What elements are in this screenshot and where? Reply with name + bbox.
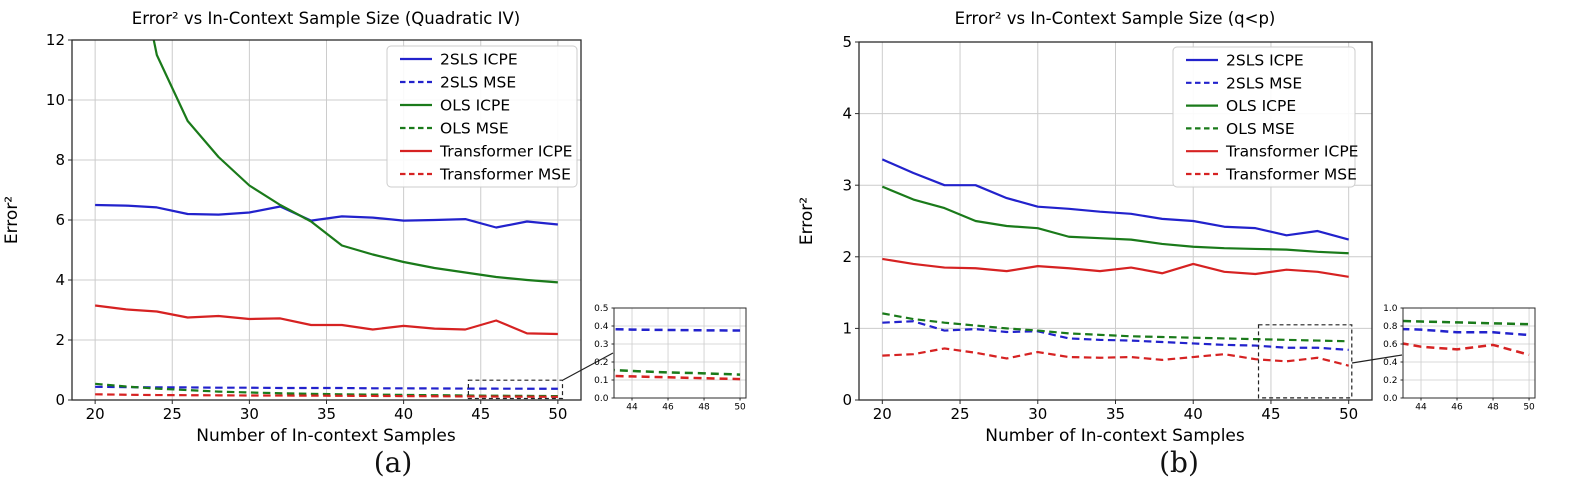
series-line-ols-icpe: [881, 185, 1349, 255]
zoom-region-rect: [1257, 324, 1353, 399]
y-tick-label: 4: [55, 271, 65, 289]
series-line-transformer-icpe: [882, 257, 1349, 278]
y-axis-label: Error²: [797, 197, 817, 245]
legend-label-ols-mse: OLS MSE: [1226, 120, 1295, 138]
series-line-2sls-mse: [95, 385, 558, 390]
x-tick-label: 46: [1451, 403, 1463, 413]
y-tick-label: 10: [46, 91, 65, 109]
x-tick-label: 50: [1523, 403, 1535, 413]
legend-label-transformer-icpe: Transformer ICPE: [1225, 143, 1358, 161]
y-tick-label: 0: [55, 391, 65, 409]
x-tick-label: 50: [548, 405, 567, 423]
series-line-ols-mse: [1403, 319, 1530, 326]
legend-box: [1172, 46, 1356, 188]
x-tick-label: 30: [1028, 405, 1047, 423]
y-tick-label: 1: [842, 320, 852, 338]
series-line-2sls-icpe: [95, 203, 558, 229]
series-line-transformer-mse: [95, 393, 558, 398]
inset-plot-area: [614, 327, 741, 381]
legend-label-2sls-mse: 2SLS MSE: [440, 74, 516, 92]
x-tick-label: 30: [240, 405, 259, 423]
series-line-transformer-mse: [882, 347, 1349, 367]
x-tick-label: 44: [626, 403, 638, 413]
x-tick-label: 35: [1106, 405, 1125, 423]
x-tick-label: 48: [698, 403, 710, 413]
y-axis-label: Error²: [2, 196, 22, 244]
series-line-2sls-mse: [882, 320, 1349, 351]
y-tick-label: 0.5: [594, 304, 608, 314]
y-tick-label: 0.2: [594, 358, 608, 368]
legend-label-2sls-icpe: 2SLS ICPE: [440, 51, 518, 69]
legend-label-ols-icpe: OLS ICPE: [440, 97, 510, 115]
x-tick-label: 48: [1487, 403, 1499, 413]
y-tick-label: 6: [55, 211, 65, 229]
chart-title: Error² vs In-Context Sample Size (q<p): [955, 9, 1276, 28]
legend: 2SLS ICPE 2SLS MSE OLS ICPE OLS MSE Transfor…: [1172, 46, 1358, 188]
y-tick-label: 4: [842, 105, 852, 123]
y-tick-label: 3: [842, 176, 852, 194]
y-tick-label: 0: [842, 391, 852, 409]
axes-spines: [613, 307, 747, 399]
y-tick-label: 2: [842, 248, 852, 266]
series-line-ols-mse: [882, 312, 1349, 343]
inset-connector-line: [1351, 354, 1403, 364]
legend: 2SLS ICPE 2SLS MSE OLS ICPE OLS MSE Transfor…: [386, 45, 578, 188]
y-tick-label: 0.0: [594, 394, 609, 404]
x-tick-label: 46: [662, 403, 674, 413]
x-tick-label: 40: [1184, 405, 1203, 423]
x-tick-label: 40: [394, 405, 413, 423]
legend-label-ols-mse: OLS MSE: [440, 120, 509, 138]
legend-box: [386, 45, 578, 188]
legend-label-transformer-icpe: Transformer ICPE: [439, 143, 572, 161]
y-tick-label: 1.0: [1383, 304, 1398, 314]
x-tick-label: 35: [317, 405, 336, 423]
x-tick-label: 20: [873, 405, 892, 423]
y-tick-label: 2: [55, 331, 65, 349]
x-tick-label: 25: [950, 405, 969, 423]
y-tick-label: 0.0: [1383, 394, 1398, 404]
x-tick-label: 44: [1415, 403, 1427, 413]
y-tick-label: 8: [55, 151, 65, 169]
legend-label-transformer-mse: Transformer MSE: [439, 166, 571, 184]
chart-title: Error² vs In-Context Sample Size (Quadra…: [132, 9, 520, 28]
y-tick-label: 0.3: [594, 340, 608, 350]
y-tick-label: 0.1: [594, 376, 608, 386]
x-tick-label: 50: [734, 403, 746, 413]
legend-label-2sls-mse: 2SLS MSE: [1226, 74, 1302, 92]
series-line-ols-icpe: [152, 40, 558, 284]
y-tick-label: 0.2: [1383, 376, 1397, 386]
legend-label-ols-icpe: OLS ICPE: [1226, 97, 1296, 115]
y-tick-label: 5: [842, 33, 852, 51]
series-line-transformer-icpe: [94, 304, 558, 336]
subfigure-caption-b: (b): [1159, 446, 1199, 479]
x-axis-label: Number of In-context Samples: [196, 426, 456, 446]
series-line-2sls-mse: [1403, 327, 1530, 337]
plot-area: [881, 158, 1349, 367]
x-tick-label: 45: [471, 405, 490, 423]
x-axis-label: Number of In-context Samples: [985, 426, 1245, 446]
x-tick-label: 45: [1261, 405, 1280, 423]
inset-connector-line: [562, 352, 614, 381]
y-tick-label: 0.4: [1383, 358, 1398, 368]
axes-spines: [1402, 307, 1536, 399]
legend-label-transformer-mse: Transformer MSE: [1225, 166, 1357, 184]
plot-area: [94, 40, 558, 398]
y-tick-label: 0.6: [1383, 340, 1398, 350]
x-tick-label: 25: [163, 405, 182, 423]
y-tick-label: 0.4: [594, 322, 609, 332]
series-line-2sls-icpe: [881, 158, 1349, 241]
y-tick-label: 0.8: [1383, 322, 1398, 332]
subfigure-caption-a: (a): [373, 446, 413, 479]
series-line-ols-mse: [614, 368, 741, 376]
y-tick-label: 12: [46, 31, 65, 49]
x-tick-label: 20: [86, 405, 105, 423]
x-tick-label: 50: [1339, 405, 1358, 423]
legend-label-2sls-icpe: 2SLS ICPE: [1226, 52, 1304, 70]
